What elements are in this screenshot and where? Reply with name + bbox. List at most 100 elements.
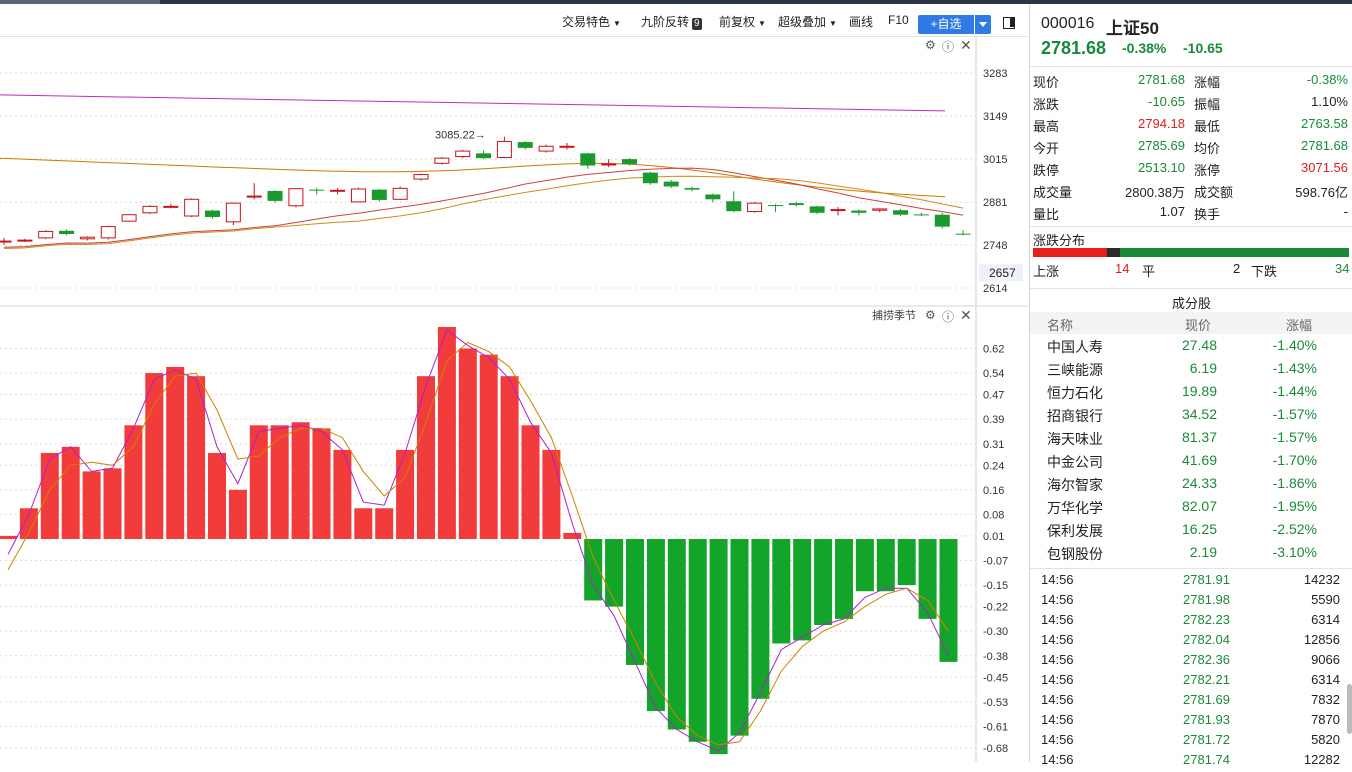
indicator-bar[interactable]	[939, 539, 958, 662]
indicator-bar[interactable]	[835, 539, 853, 619]
kline-chart[interactable]: 3085.22→	[0, 94, 971, 249]
candle-body[interactable]	[726, 201, 742, 212]
indicator-bar[interactable]	[918, 539, 937, 619]
indicator-bar[interactable]	[479, 354, 498, 539]
indicator-bar[interactable]	[145, 373, 164, 539]
indicator-bar[interactable]	[270, 425, 289, 539]
candle-body[interactable]	[496, 140, 512, 159]
candle-body[interactable]	[788, 203, 804, 206]
candle-body[interactable]	[184, 198, 200, 217]
candle-body[interactable]	[559, 145, 575, 148]
candle-body[interactable]	[413, 174, 429, 180]
indicator-bar[interactable]	[730, 539, 749, 736]
candle-body[interactable]	[934, 214, 950, 227]
indicator-bar[interactable]	[312, 428, 331, 539]
indicator-bar[interactable]	[354, 508, 373, 539]
candle-body[interactable]	[455, 150, 471, 158]
indicator-bar[interactable]	[375, 508, 394, 539]
candle-body[interactable]	[684, 188, 700, 190]
indicator-bar[interactable]	[667, 539, 686, 730]
indicator-bar[interactable]	[208, 452, 226, 539]
indicator-bar[interactable]	[688, 539, 707, 742]
settings-icon[interactable]: ⚙	[925, 38, 936, 52]
indicator-bar[interactable]	[646, 539, 665, 712]
candle-body[interactable]	[893, 210, 909, 215]
constituent-row[interactable]: 中国人寿 27.48 -1.40%	[1030, 337, 1352, 360]
indicator-bar[interactable]	[333, 449, 352, 539]
candle-body[interactable]	[330, 189, 346, 192]
candle-body[interactable]	[580, 153, 596, 166]
candle-body[interactable]	[350, 188, 366, 203]
candle-body[interactable]	[38, 230, 54, 239]
indicator-bar[interactable]	[103, 468, 122, 539]
candle-body[interactable]	[913, 214, 929, 216]
indicator-bar[interactable]	[793, 539, 812, 641]
candle-body[interactable]	[434, 157, 450, 164]
overlay-menu[interactable]: 超级叠加 ▼	[778, 15, 837, 29]
indicator-bar[interactable]	[855, 539, 874, 592]
candle-body[interactable]	[705, 194, 721, 200]
constituent-row[interactable]: 三峡能源 6.19 -1.43%	[1030, 360, 1352, 383]
constituent-row[interactable]: 招商银行 34.52 -1.57%	[1030, 406, 1352, 429]
indicator-bar[interactable]	[584, 539, 603, 601]
constituent-row[interactable]: 包钢股份 2.19 -3.10%	[1030, 544, 1352, 567]
settings-icon[interactable]: ⚙	[925, 308, 936, 322]
candle-body[interactable]	[288, 188, 304, 207]
candle-body[interactable]	[142, 205, 158, 214]
indicator-bar[interactable]	[228, 489, 247, 539]
candle-body[interactable]	[163, 205, 179, 208]
indicator-bar[interactable]	[124, 425, 143, 539]
candle-body[interactable]	[246, 195, 262, 198]
draw-line-button[interactable]: 画线	[849, 15, 874, 29]
indicator-bar[interactable]	[897, 539, 916, 586]
close-icon[interactable]: ✕	[960, 307, 972, 323]
candle-body[interactable]	[17, 239, 33, 242]
indicator-bar[interactable]	[626, 539, 644, 665]
candle-body[interactable]	[267, 190, 283, 201]
help-icon[interactable]: ⓘ	[942, 40, 955, 54]
candle-body[interactable]	[79, 236, 95, 240]
candle-body[interactable]	[476, 153, 492, 159]
indicator-bar[interactable]	[563, 532, 582, 539]
candle-body[interactable]	[392, 187, 408, 200]
candle-body[interactable]	[622, 159, 637, 164]
candle-body[interactable]	[225, 202, 241, 223]
constituent-row[interactable]: 保利发展 16.25 -2.52%	[1030, 521, 1352, 544]
indicator-bar[interactable]	[396, 449, 415, 539]
candle-body[interactable]	[747, 202, 763, 213]
indicator-bar[interactable]	[876, 539, 895, 592]
candle-body[interactable]	[601, 163, 617, 166]
help-icon[interactable]: ⓘ	[942, 310, 955, 324]
candle-body[interactable]	[59, 230, 75, 235]
constituent-row[interactable]: 海尔智家 24.33 -1.86%	[1030, 475, 1352, 498]
candle-body[interactable]	[538, 145, 554, 152]
candle-body[interactable]	[851, 210, 867, 213]
indicator-bar[interactable]	[187, 376, 206, 539]
indicator-bar[interactable]	[291, 422, 310, 539]
indicator-bar[interactable]	[249, 425, 268, 539]
indicator-bar[interactable]	[19, 508, 38, 539]
indicator-bar[interactable]	[417, 376, 435, 539]
indicator-bar[interactable]	[772, 539, 791, 644]
indicator-bar[interactable]	[166, 366, 185, 539]
candle-body[interactable]	[767, 205, 783, 207]
candle-body[interactable]	[309, 189, 325, 191]
candle-body[interactable]	[642, 172, 658, 184]
constituent-row[interactable]: 恒力石化 19.89 -1.44%	[1030, 383, 1352, 406]
scrollbar[interactable]	[1347, 684, 1352, 734]
constituent-row[interactable]: 万华化学 82.07 -1.95%	[1030, 498, 1352, 521]
constituent-row[interactable]: 海天味业 81.37 -1.57%	[1030, 429, 1352, 452]
candle-body[interactable]	[663, 181, 679, 187]
add-watchlist-button[interactable]: +自选	[918, 15, 974, 34]
indicator-chart[interactable]	[0, 327, 958, 755]
indicator-bar[interactable]	[751, 539, 770, 699]
close-icon[interactable]: ✕	[960, 37, 972, 53]
candle-body[interactable]	[872, 208, 888, 211]
indicator-bar[interactable]	[709, 539, 728, 755]
indicator-bar[interactable]	[40, 452, 59, 539]
candle-body[interactable]	[0, 240, 12, 243]
adjust-menu[interactable]: 前复权 ▼	[719, 15, 766, 29]
nine-reversal-menu[interactable]: 九阶反转 9	[641, 15, 702, 30]
indicator-bar[interactable]	[605, 539, 624, 607]
indicator-bar[interactable]	[0, 535, 17, 539]
